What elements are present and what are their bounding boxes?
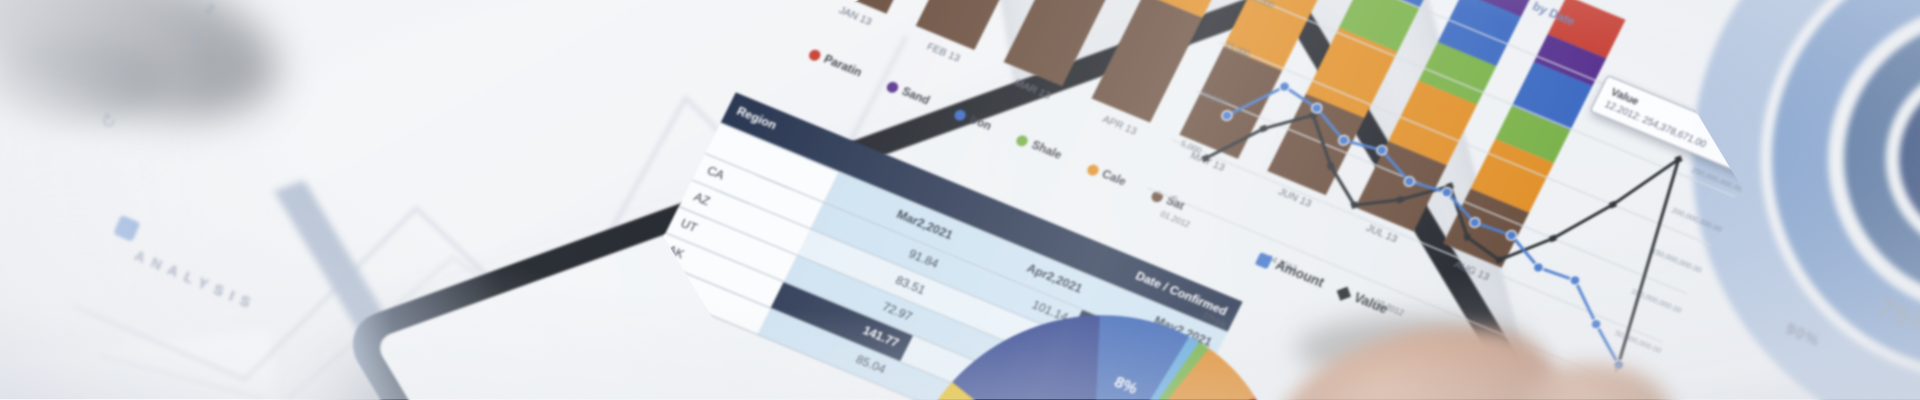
- left-axis-tick: 5,000: [1179, 138, 1203, 155]
- bar-legend-item: Cale: [1085, 162, 1128, 190]
- amount-marker: [1590, 318, 1602, 330]
- bar-legend-label: Shale: [1029, 138, 1064, 163]
- x-axis-tick: 01.2012: [1159, 208, 1192, 229]
- right-axis-tick: 150,000,000.00: [1650, 246, 1703, 274]
- left-axis-tick: 10,000: [1199, 88, 1228, 107]
- left-axis-tick: 15,000: [1223, 40, 1252, 59]
- bar-category-label: APR 13: [1100, 112, 1140, 138]
- bar-segment: [1003, 0, 1112, 87]
- bar-legend-item: Shale: [1014, 133, 1064, 163]
- legend-dot-icon: [1014, 133, 1031, 149]
- left-axis-tick: 0: [1170, 193, 1179, 204]
- bar-legend-label: Sand: [899, 85, 932, 109]
- legend-dot-icon: [953, 108, 969, 123]
- bar-category-label: FEB 13: [924, 39, 963, 65]
- bar-legend-item: Paratin: [807, 47, 864, 80]
- legend-dot-icon: [885, 80, 901, 95]
- right-axis-tick: 200,000,000.00: [1670, 206, 1723, 234]
- bar-legend-label: Cale: [1099, 167, 1128, 190]
- bar-legend-item: Iron: [952, 107, 993, 134]
- bar-legend-item: Sand: [885, 79, 932, 109]
- value-marker: [1201, 154, 1210, 163]
- value-diamond-icon: [1336, 285, 1351, 300]
- bar-legend-label: Iron: [967, 113, 994, 134]
- legend-dot-icon: [807, 48, 823, 63]
- amount-marker: [1221, 110, 1233, 121]
- bar-legend-label: Paratin: [821, 53, 864, 81]
- legend-dot-icon: [1085, 162, 1101, 178]
- bar-category-label: JAN 13: [837, 3, 875, 28]
- amount-marker: [1569, 274, 1581, 286]
- gridline: [1219, 41, 1712, 246]
- left-axis-tick: 20,000: [1247, 0, 1276, 10]
